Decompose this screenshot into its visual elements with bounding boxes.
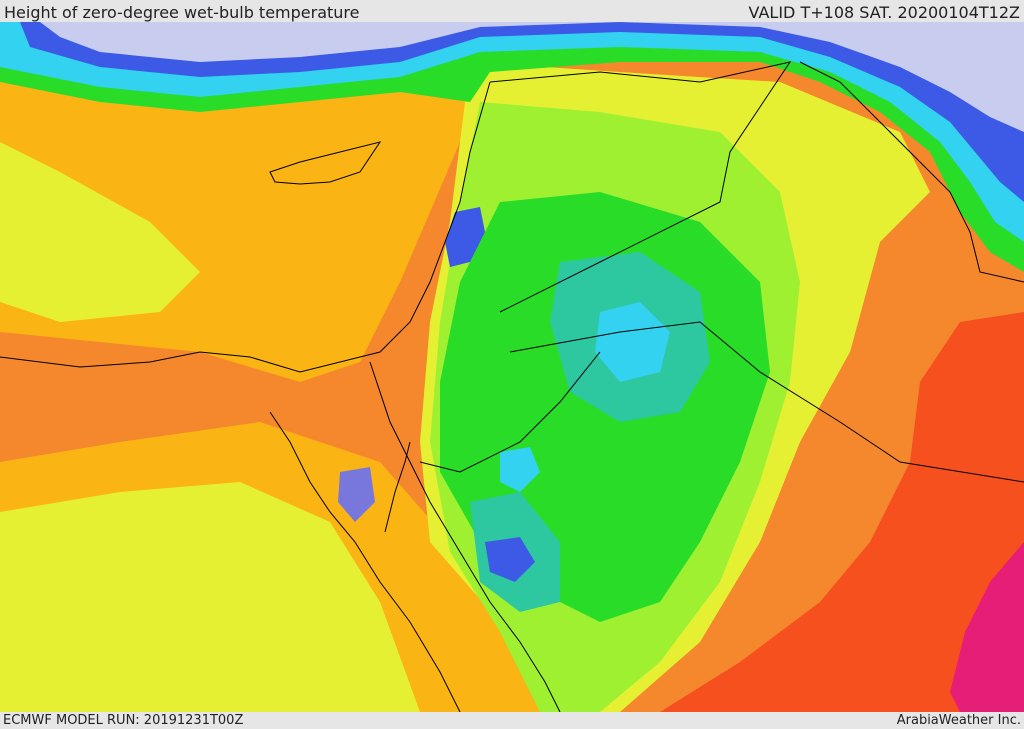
field-red-orange (660, 312, 1024, 712)
field-hejaz-blue (485, 537, 535, 582)
field-sinai-blue (338, 467, 375, 522)
border-jordan-saudi (419, 351, 601, 473)
field-north-lavender (40, 22, 1024, 132)
weather-map (0, 22, 1024, 712)
map-title: Height of zero-degree wet-bulb temperatu… (4, 3, 360, 22)
field-north-cyan (0, 22, 1024, 242)
coastline-aqaba (384, 441, 411, 533)
border-syria (489, 61, 792, 313)
field-cyan-2 (500, 447, 540, 492)
coastline-levant (0, 81, 491, 373)
field-yellow-sea (0, 142, 200, 322)
footer-bar: ECMWF MODEL RUN: 20191231T00Z ArabiaWeat… (0, 712, 1024, 729)
field-north-blue (20, 22, 1024, 202)
border-egypt (369, 361, 411, 463)
field-lebanon-blue (445, 207, 485, 267)
coastline-gulf (799, 61, 1024, 283)
cyprus (269, 141, 382, 185)
border-jordan-iraq (509, 321, 1024, 483)
title-bar: Height of zero-degree wet-bulb temperatu… (0, 0, 1024, 22)
model-run: ECMWF MODEL RUN: 20191231T00Z (3, 713, 244, 728)
field-magenta (950, 542, 1024, 712)
valid-time: VALID T+108 SAT. 20200104T12Z (748, 3, 1020, 22)
field-yellow-south (0, 482, 420, 712)
publisher: ArabiaWeather Inc. (896, 713, 1021, 728)
coastline-suez (269, 411, 461, 712)
field-cyan (595, 302, 670, 382)
coastline-redsea-east (409, 461, 561, 712)
